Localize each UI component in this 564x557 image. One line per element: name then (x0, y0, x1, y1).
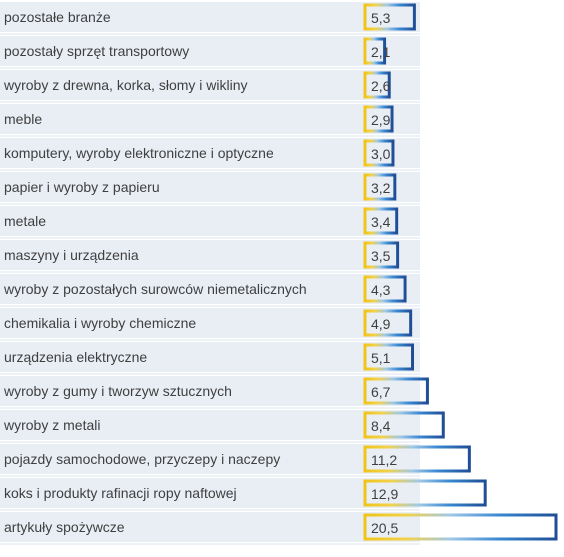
row-band (0, 104, 420, 134)
category-label: pojazdy samochodowe, przyczepy i naczepy (4, 451, 280, 467)
value-label: 2,6 (371, 78, 391, 94)
value-label: 11,2 (371, 452, 397, 468)
row-band (0, 274, 420, 304)
row-band (0, 206, 420, 236)
row-band (0, 240, 420, 270)
category-labels: pozostałe branże pozostały sprzęt transpo… (3, 9, 307, 535)
value-label: 2,1 (371, 44, 391, 60)
value-label: 5,1 (371, 350, 391, 366)
value-label: 2,9 (371, 112, 391, 128)
bar (363, 513, 558, 541)
value-label: 3,2 (371, 180, 391, 196)
row-band (0, 512, 420, 542)
bar (363, 309, 413, 337)
value-label: 3,5 (371, 248, 391, 264)
value-label: 8,4 (371, 418, 391, 434)
bar (363, 3, 416, 31)
row-band (0, 308, 420, 338)
category-label: chemikalia i wyroby chemiczne (4, 315, 196, 331)
category-label: wyroby z gumy i tworzyw sztucznych (3, 383, 232, 399)
value-label: 5,3 (371, 10, 391, 26)
category-label: urządzenia elektryczne (4, 349, 147, 365)
category-label: papier i wyroby z papieru (4, 179, 160, 195)
category-label: pozostałe branże (4, 9, 111, 25)
bar (363, 377, 429, 405)
category-label: meble (4, 111, 42, 127)
category-label: wyroby z metali (3, 417, 100, 433)
bar (363, 275, 407, 303)
value-label: 6,7 (371, 384, 391, 400)
bar (363, 139, 395, 167)
bar (363, 37, 387, 65)
bar (363, 411, 445, 439)
row-band (0, 138, 420, 168)
row-band (0, 410, 420, 440)
bar (363, 71, 391, 99)
row-bands (0, 2, 420, 545)
category-label: koks i produkty rafinacji ropy naftowej (4, 485, 237, 501)
category-label: metale (4, 213, 46, 229)
row-band (0, 70, 420, 100)
row-band (0, 478, 420, 508)
bar (363, 343, 415, 371)
value-label: 3,0 (371, 146, 391, 162)
bar (363, 241, 400, 269)
row-band (0, 376, 420, 406)
row-band (0, 36, 420, 66)
bar-series (363, 3, 558, 541)
row-band (0, 342, 420, 372)
value-label: 4,3 (371, 282, 391, 298)
bar (363, 479, 487, 507)
row-band (0, 444, 420, 474)
value-labels: 5,3 2,1 2,6 2,9 3,0 3,2 3,4 3,5 4,3 4,9 5,1 6,7 8,4 1… (371, 10, 398, 536)
bar (363, 445, 471, 473)
bar (363, 207, 399, 235)
row-band (0, 2, 420, 32)
value-label: 20,5 (371, 520, 398, 536)
category-label: artykuły spożywcze (4, 519, 125, 535)
bar (363, 105, 394, 133)
category-label: pozostały sprzęt transportowy (4, 43, 189, 59)
category-label: wyroby z pozostałych surowców niemetalic… (3, 281, 307, 297)
row-band (0, 172, 420, 202)
bar (363, 173, 397, 201)
value-label: 4,9 (371, 316, 391, 332)
category-label: komputery, wyroby elektroniczne i optycz… (4, 145, 274, 161)
value-label: 12,9 (371, 486, 398, 502)
category-label: wyroby z drewna, korka, słomy i wikliny (3, 77, 248, 93)
category-label: maszyny i urządzenia (4, 247, 139, 263)
value-label: 3,4 (371, 214, 391, 230)
